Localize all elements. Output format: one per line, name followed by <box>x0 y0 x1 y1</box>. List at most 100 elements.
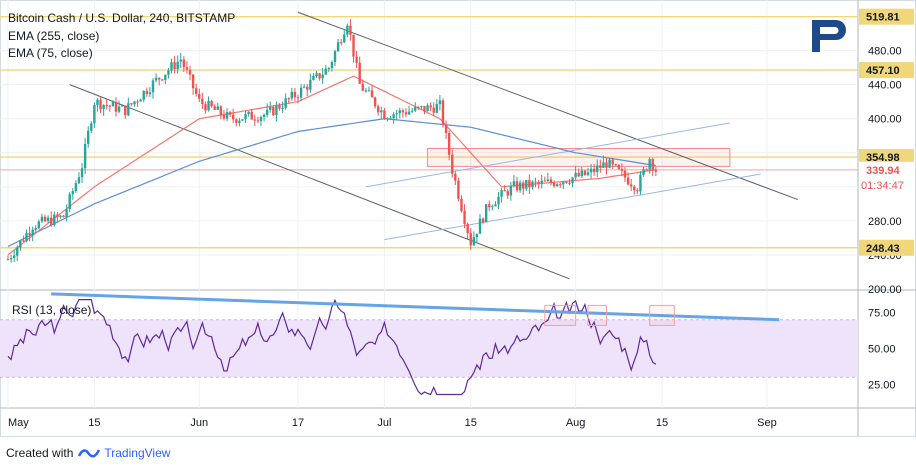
candle-body <box>414 106 417 111</box>
candle-body <box>299 87 303 98</box>
candle-body <box>654 169 658 172</box>
candle-body <box>207 100 210 111</box>
rsi-tick-label: 75.00 <box>868 308 896 320</box>
candle-body <box>167 70 170 75</box>
candle-body <box>170 62 173 71</box>
candle-body <box>398 110 401 114</box>
candle-body <box>355 56 358 63</box>
candle-body <box>361 83 364 91</box>
candle-body <box>370 90 374 98</box>
price-tick-label: 400.00 <box>868 114 902 126</box>
candle-body <box>71 191 74 195</box>
channel-upper-line <box>297 11 798 201</box>
candle-body <box>188 69 192 75</box>
candle-body <box>401 110 405 113</box>
candle-body <box>204 104 207 111</box>
candle-body <box>130 103 133 105</box>
price-badge-label: 248.43 <box>866 243 900 255</box>
candle-body <box>611 159 614 165</box>
time-tick-label: Jul <box>377 417 391 429</box>
price-badge-label: 354.98 <box>866 152 900 164</box>
candle-body <box>562 181 565 185</box>
candle-body <box>259 116 263 122</box>
candle-body <box>136 101 139 103</box>
candle-body <box>497 196 500 205</box>
time-tick-label: 17 <box>292 417 304 429</box>
candle-body <box>120 105 124 107</box>
time-tick-label: Jun <box>190 417 208 429</box>
candle-body <box>358 62 361 84</box>
candle-body <box>12 255 16 258</box>
candle-body <box>19 240 22 248</box>
candle-body <box>201 98 204 105</box>
candle-body <box>484 204 488 223</box>
candle-body <box>540 180 543 184</box>
candle-body <box>648 159 651 170</box>
candle-body <box>312 76 315 80</box>
candle-body <box>608 159 611 168</box>
candle-body <box>228 112 232 115</box>
candle-body <box>127 103 130 116</box>
candle-body <box>417 106 420 108</box>
rsi-band <box>0 319 858 378</box>
candle-body <box>53 214 56 226</box>
candle-body <box>321 74 324 79</box>
candle-body <box>318 73 321 79</box>
candle-body <box>636 190 639 192</box>
candle-body <box>602 162 605 168</box>
time-tick-label: 15 <box>465 417 477 429</box>
candle-body <box>549 179 553 183</box>
candle-body <box>306 86 309 90</box>
candle-body <box>343 34 346 43</box>
rsi-trendline <box>51 292 780 322</box>
candle-body <box>124 105 127 116</box>
candle-body <box>287 98 290 100</box>
candle-body <box>99 99 102 110</box>
candle-body <box>580 170 584 177</box>
resistance-zone-box <box>427 148 731 167</box>
candle-body <box>145 90 149 94</box>
candle-body <box>247 111 250 115</box>
candle-body <box>423 106 426 112</box>
candle-body <box>537 181 540 184</box>
candle-body <box>438 100 442 105</box>
candle-body <box>16 247 19 256</box>
candle-body <box>25 232 28 242</box>
candle-body <box>429 105 432 108</box>
candle-body <box>265 109 269 115</box>
candle-body <box>28 232 31 235</box>
logo-mark <box>812 20 846 52</box>
candle-body <box>583 170 587 175</box>
candle-body <box>364 90 368 92</box>
candle-body <box>225 112 229 119</box>
rsi-highlight-box <box>544 304 577 326</box>
candle-body <box>574 172 577 178</box>
candle-body <box>454 173 457 181</box>
price-tick-label: 480.00 <box>868 46 902 58</box>
candle-body <box>302 86 306 88</box>
candle-body <box>577 172 580 177</box>
candle-body <box>494 204 497 207</box>
candle-body <box>565 181 568 183</box>
candle-body <box>105 104 108 106</box>
last-price-label: 339.94 <box>866 165 901 177</box>
candle-body <box>37 221 41 228</box>
candle-body <box>380 110 383 113</box>
tradingview-brand[interactable]: TradingView <box>104 446 171 460</box>
candle-body <box>599 165 602 168</box>
candle-body <box>142 90 145 100</box>
candle-body <box>463 210 466 224</box>
candle-body <box>623 170 627 178</box>
time-tick-label: 15 <box>88 417 100 429</box>
price-badge-label: 519.81 <box>866 12 900 24</box>
candle-body <box>90 123 93 131</box>
candle-body <box>327 68 331 70</box>
candle-body <box>330 62 334 69</box>
candle-body <box>238 120 241 123</box>
candle-body <box>435 104 439 113</box>
candle-body <box>571 177 574 184</box>
time-tick-label: Aug <box>566 417 586 429</box>
candle-body <box>407 111 411 115</box>
candle-body <box>269 106 272 110</box>
